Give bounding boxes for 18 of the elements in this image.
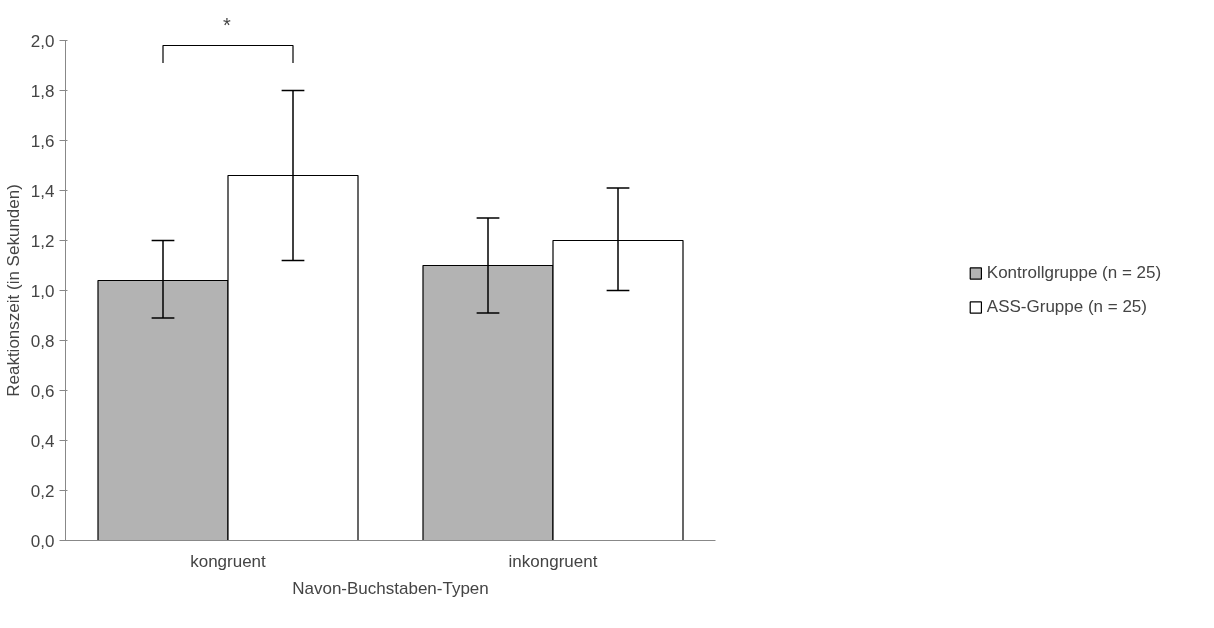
x-tick-label: inkongruent xyxy=(508,551,598,571)
text: * xyxy=(223,13,231,36)
y-tick-label: 0,0 xyxy=(30,531,55,551)
y-axis-title: Reaktionszeit (in Sekunden) xyxy=(3,184,23,397)
y-tick-label: 0,4 xyxy=(30,431,55,451)
y-tick-label: 0,8 xyxy=(30,331,55,351)
y-tick-label: 2,0 xyxy=(30,31,55,51)
y-tick-label: 1,0 xyxy=(30,281,55,301)
y-tick-label: 0,2 xyxy=(30,481,55,501)
y-tick-label: 1,2 xyxy=(30,231,55,251)
legend-label: ASS-Gruppe (n = 25) xyxy=(986,297,1147,317)
x-axis-title: Navon-Buchstaben-Typen xyxy=(292,578,489,598)
y-tick-label: 0,6 xyxy=(30,381,55,401)
y-tick-label: 1,6 xyxy=(30,131,55,151)
y-tick-label: 1,8 xyxy=(30,81,55,101)
legend-label: Kontrollgruppe (n = 25) xyxy=(986,263,1162,283)
y-tick-label: 1,4 xyxy=(30,181,55,201)
x-tick-label: kongruent xyxy=(190,551,267,571)
